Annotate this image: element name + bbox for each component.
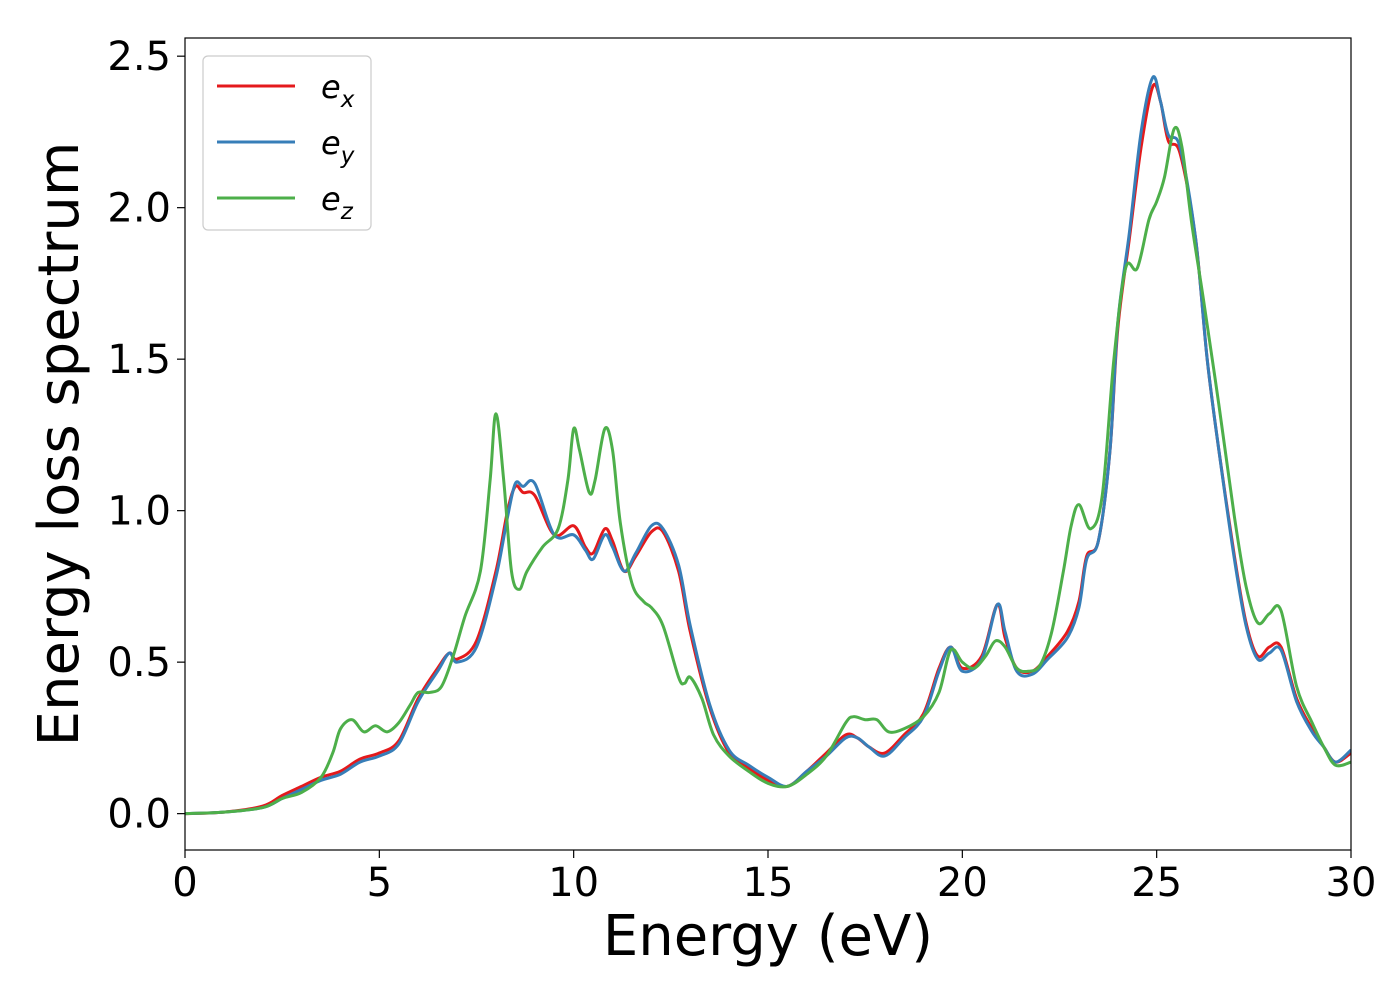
x-tick-label: 0 (172, 860, 197, 906)
x-axis-label: Energy (eV) (603, 904, 933, 969)
x-tick-label: 10 (548, 860, 599, 906)
y-tick-label: 0.5 (107, 640, 171, 686)
x-tick-label: 5 (367, 860, 392, 906)
legend-label-e_y: ey (321, 124, 355, 169)
y-tick-label: 2.5 (107, 34, 171, 80)
legend-label-e_z: ez (321, 180, 354, 225)
y-tick-label: 1.0 (107, 489, 171, 535)
y-tick-label: 0.0 (107, 792, 171, 838)
legend: ex ey ez (202, 55, 372, 231)
x-tick-label: 15 (743, 860, 794, 906)
series-layer (185, 75, 1351, 816)
y-tick-label: 2.0 (107, 186, 171, 232)
x-tick-label: 25 (1131, 860, 1182, 906)
x-axis-ticks: 0 5 10 15 20 25 30 (172, 850, 1376, 906)
x-tick-label: 20 (937, 860, 988, 906)
series-line-e_z (185, 125, 1351, 816)
y-tick-label: 1.5 (107, 337, 171, 383)
y-axis-ticks: 0.0 0.5 1.0 1.5 2.0 2.5 (107, 34, 185, 838)
legend-label-e_x: ex (321, 68, 355, 113)
y-axis-label: Energy loss spectrum (27, 142, 92, 747)
x-tick-label: 30 (1326, 860, 1377, 906)
